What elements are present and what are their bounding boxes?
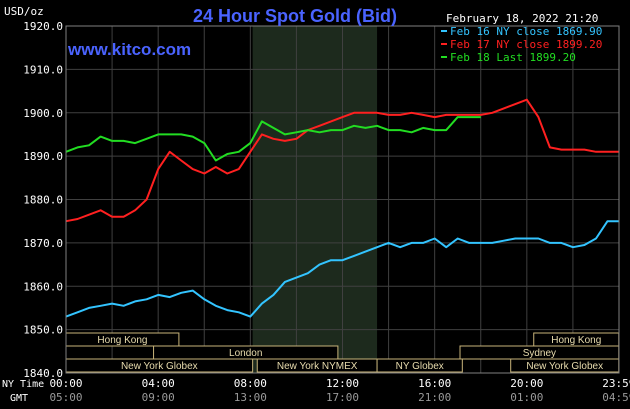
y-tick-label: 1860.0 — [23, 280, 63, 293]
y-tick-label: 1880.0 — [23, 194, 63, 207]
series-lines — [65, 98, 619, 318]
series-line-3 — [65, 116, 481, 162]
x-tick-label-gmt: 21:00 — [418, 391, 451, 404]
x-axis-ticks: 00:00 04:00 08:00 12:00 16:00 20:00 23:59 05:00… — [49, 377, 630, 404]
session-label: New York Globex — [526, 361, 603, 372]
session-label: Sydney — [523, 348, 556, 359]
y-tick-label: 1840.0 — [23, 367, 63, 380]
y-tick-label: 1870.0 — [23, 237, 63, 250]
date-time-stamp: February 18, 2022 21:20 — [446, 12, 598, 25]
session-label: New York NYMEX — [277, 361, 358, 372]
x-tick-label-ny: 12:00 — [326, 377, 359, 390]
session-label: NY Globex — [396, 361, 444, 372]
chart-title: 24 Hour Spot Gold (Bid) — [193, 6, 397, 26]
session-label: Hong Kong — [97, 335, 147, 346]
ny-time-label: NY Time — [2, 379, 44, 390]
series-line-2 — [65, 98, 619, 223]
x-tick-label-ny: 16:00 — [418, 377, 451, 390]
y-axis-unit: USD/oz — [4, 5, 44, 18]
x-tick-label-gmt: 01:00 — [510, 391, 543, 404]
y-tick-label: 1900.0 — [23, 107, 63, 120]
session-label: Hong Kong — [551, 335, 601, 346]
series-line-1 — [65, 220, 619, 318]
legend-label: Feb 17 NY close 1899.20 — [450, 38, 602, 51]
y-tick-label: 1850.0 — [23, 324, 63, 337]
x-tick-label-gmt: 17:00 — [326, 391, 359, 404]
x-tick-label-ny: 08:00 — [234, 377, 267, 390]
site-url: www.kitco.com — [67, 40, 191, 59]
trading-sessions: Hong Kong Hong Kong London Sydney New York G… — [65, 332, 620, 373]
y-tick-label: 1920.0 — [23, 20, 63, 33]
x-tick-label-gmt: 09:00 — [142, 391, 175, 404]
y-tick-label: 1910.0 — [23, 63, 63, 76]
legend-label: Feb 18 Last 1899.20 — [450, 51, 576, 64]
y-axis-ticks: 1920.0 1910.0 1900.0 1890.0 1880.0 1870.0 1860… — [23, 20, 63, 380]
session-label: New York Globex — [121, 361, 198, 372]
x-tick-label-ny: 00:00 — [49, 377, 82, 390]
session-label: London — [229, 348, 262, 359]
gmt-label: GMT — [10, 393, 28, 404]
y-tick-label: 1890.0 — [23, 150, 63, 163]
x-tick-label-ny: 23:59 — [602, 377, 630, 390]
x-tick-label-ny: 20:00 — [510, 377, 543, 390]
legend-label: Feb 16 NY close 1869.90 — [450, 25, 602, 38]
grid-layer — [65, 25, 620, 374]
session-box — [376, 358, 463, 373]
x-tick-label-gmt: 04:59 — [602, 391, 630, 404]
x-tick-label-gmt: 05:00 — [49, 391, 82, 404]
x-tick-label-ny: 04:00 — [142, 377, 175, 390]
plot-frame — [65, 25, 620, 374]
x-tick-label-gmt: 13:00 — [234, 391, 267, 404]
